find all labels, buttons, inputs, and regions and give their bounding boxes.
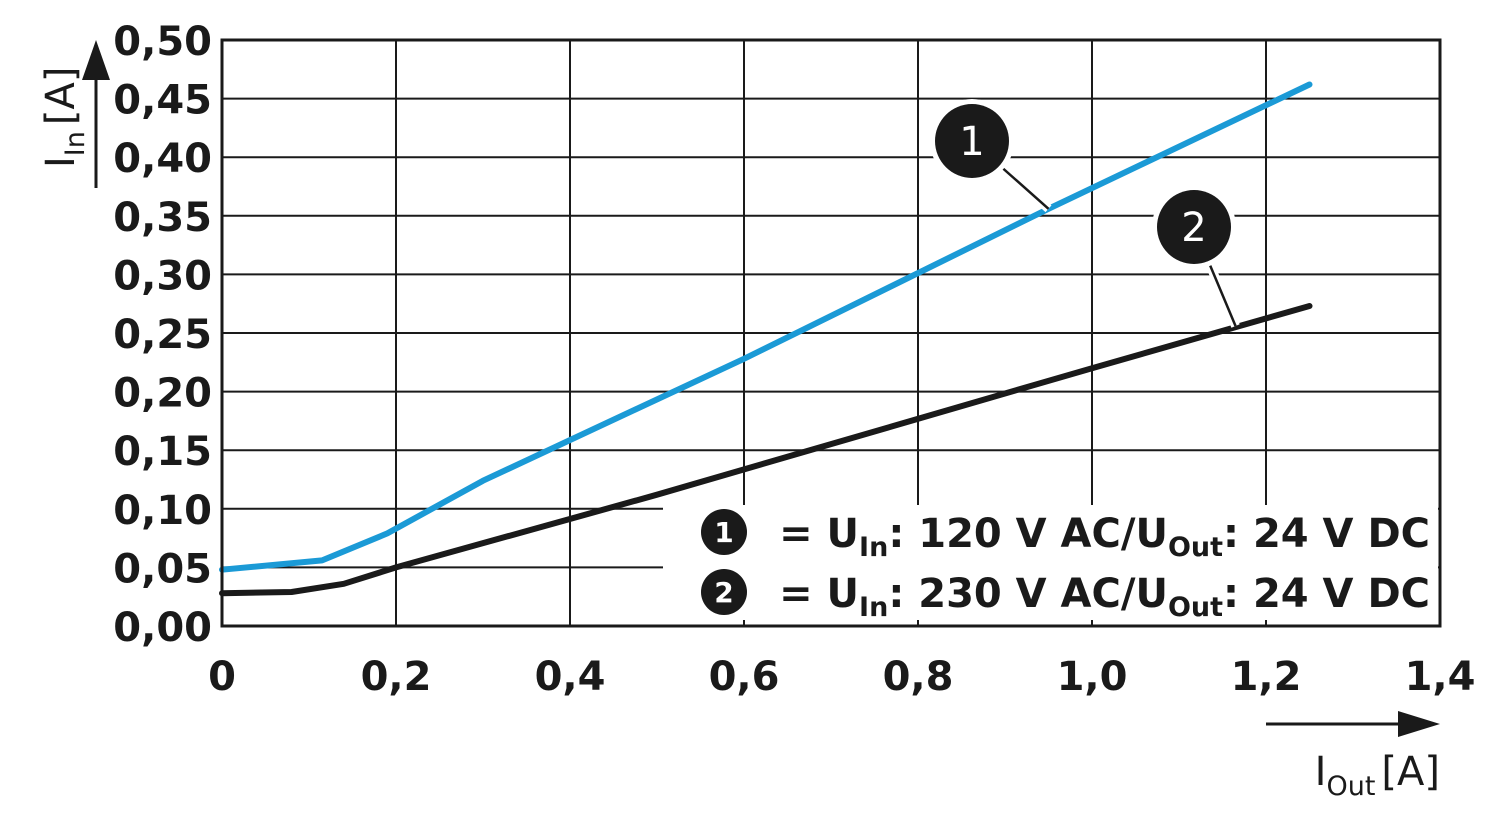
y-tick-label: 0,05	[113, 546, 212, 592]
x-tick-label: 0,8	[883, 654, 954, 700]
callout-badge-label-2: 2	[1181, 205, 1206, 251]
x-tick-label: 1,4	[1405, 654, 1476, 700]
legend-background	[663, 505, 1438, 620]
y-axis-title: IIn[A]	[38, 40, 110, 188]
y-tick-label: 0,00	[113, 605, 212, 651]
x-tick-label: 0,2	[361, 654, 432, 700]
legend: 1 = UIn: 120 V AC/UOut: 24 V DC 2 = UIn:…	[663, 505, 1438, 623]
y-tick-label: 0,45	[113, 78, 212, 124]
legend-marker-2-label: 2	[714, 576, 733, 609]
callouts: 12	[930, 99, 1240, 328]
callout-badge-1	[935, 104, 1009, 178]
x-tick-label: 0,6	[709, 654, 780, 700]
x-tick-label: 0,4	[535, 654, 606, 700]
y-tick-label: 0,15	[113, 429, 212, 475]
y-axis-arrowhead	[82, 40, 110, 80]
callout-badge-2	[1157, 190, 1231, 264]
y-tick-label: 0,40	[113, 136, 212, 182]
series-line-1	[219, 81, 1313, 573]
legend-marker-1	[701, 509, 747, 555]
x-axis-title: IOut [A]	[1266, 711, 1440, 802]
x-axis-label: IOut [A]	[1315, 749, 1440, 802]
grid	[222, 40, 1440, 626]
legend-text-1: = UIn: 120 V AC/UOut: 24 V DC	[779, 511, 1430, 563]
y-tick-label: 0,25	[113, 312, 212, 358]
tick-labels: 0 0,2 0,4 0,6 0,8 1,0 1,2 1,4 0,00 0,05 0,10 0,15 0,…	[113, 19, 1475, 700]
legend-marker-1-label: 1	[714, 516, 733, 549]
callout-badge-label-1: 1	[959, 119, 984, 165]
y-tick-label: 0,20	[113, 371, 212, 417]
y-tick-label: 0,10	[113, 488, 212, 534]
x-tick-label: 1,0	[1057, 654, 1128, 700]
x-tick-label: 0	[208, 654, 236, 700]
x-axis-arrowhead	[1398, 711, 1440, 737]
series-line-2	[219, 303, 1313, 597]
series-layer	[219, 81, 1313, 597]
y-tick-label: 0,35	[113, 195, 212, 241]
y-axis-label: IIn[A]	[38, 67, 91, 168]
y-tick-label: 0,50	[113, 19, 212, 65]
legend-entry-1: 1 = UIn: 120 V AC/UOut: 24 V DC	[701, 509, 1430, 563]
plot-frame	[220, 38, 1442, 628]
legend-marker-2	[701, 569, 747, 615]
y-tick-label: 0,30	[113, 253, 212, 299]
x-tick-label: 1,2	[1231, 654, 1302, 700]
legend-entry-2: 2 = UIn: 230 V AC/UOut: 24 V DC	[701, 569, 1430, 623]
legend-text-2: = UIn: 230 V AC/UOut: 24 V DC	[779, 571, 1430, 623]
